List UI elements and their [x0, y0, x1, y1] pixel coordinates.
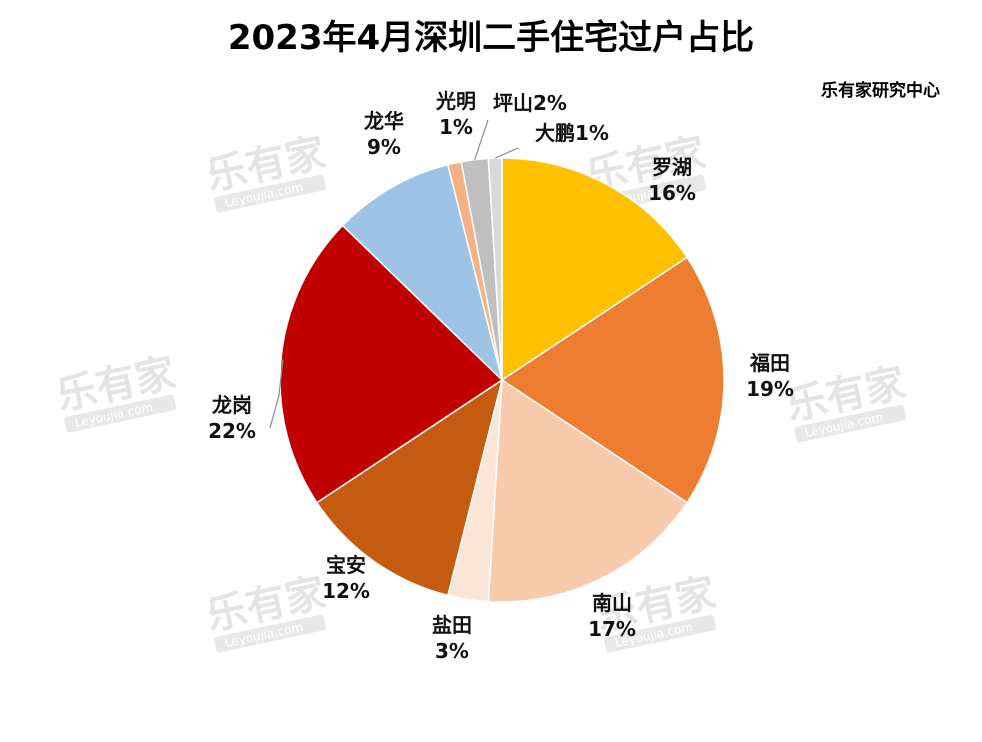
slice-labels: 罗湖 16% 福田 19% 南山 17% 盐田 3% 宝安 12% 龙岗 22% 龙华 9% 光明 1% 坪山2…	[208, 89, 794, 663]
pie-slice	[341, 163, 504, 383]
chart-title: 2023年4月深圳二手住宅过户占比	[227, 18, 755, 58]
slice-label: 罗湖 16%	[648, 155, 696, 205]
pie-slice	[315, 378, 504, 597]
slice-label: 宝安 12%	[322, 553, 370, 603]
slice-label: 大鹏1%	[535, 121, 609, 145]
slice-label: 福田 19%	[746, 351, 794, 401]
slice-label: 坪山2%	[493, 91, 567, 115]
slice-label: 盐田 3%	[432, 613, 472, 663]
leader-line	[474, 119, 489, 160]
slice-label: 龙华 9%	[364, 109, 404, 159]
watermark-bar	[794, 404, 906, 443]
leader-line	[494, 147, 519, 159]
pie-slices	[279, 157, 725, 603]
watermark-bar	[604, 614, 716, 653]
pie-slice	[500, 256, 725, 504]
watermark-bar	[64, 394, 176, 433]
watermark-bar	[214, 614, 326, 653]
slice-label: 南山 17%	[588, 591, 636, 641]
pie-slice	[501, 157, 689, 382]
leader-lines	[269, 119, 519, 429]
pie-slice	[487, 378, 689, 603]
slice-label: 光明 1%	[435, 89, 476, 139]
watermark-bar	[214, 174, 326, 213]
pie-slice	[279, 224, 504, 504]
source-label: 乐有家研究中心	[821, 81, 940, 101]
slice-label: 龙岗 22%	[208, 393, 256, 443]
leader-line	[269, 359, 284, 429]
pie-slice	[487, 157, 503, 381]
